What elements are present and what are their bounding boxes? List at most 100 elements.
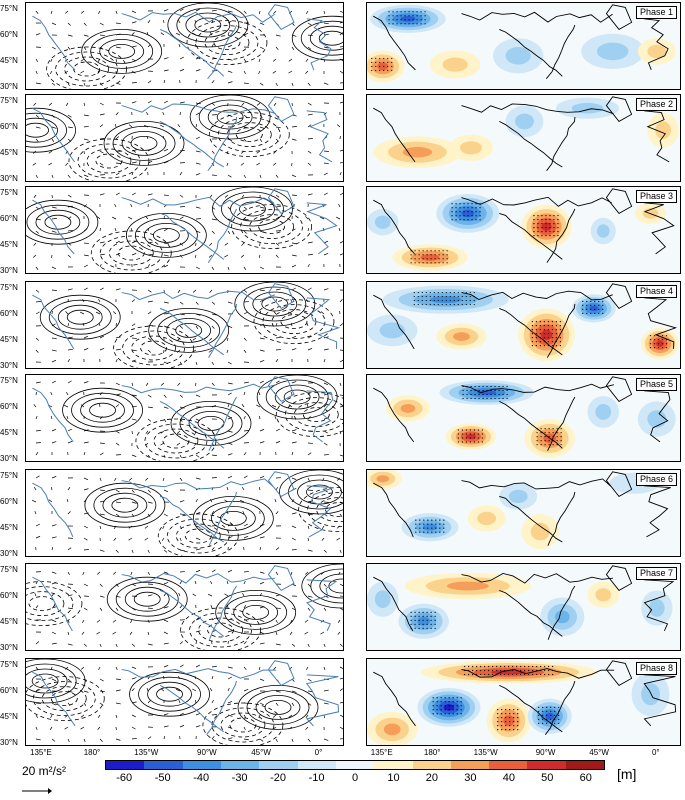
flux-vector <box>67 34 73 37</box>
flux-vector <box>259 524 265 527</box>
flux-vector <box>275 571 279 575</box>
flux-vector <box>51 476 57 479</box>
significance-dot <box>494 393 496 396</box>
flux-vector <box>99 500 105 503</box>
colorbar-segment <box>527 761 566 769</box>
significance-dot <box>548 669 550 672</box>
flux-vector <box>211 665 217 668</box>
anomaly-contour <box>554 610 570 624</box>
significance-dot <box>484 665 486 668</box>
flux-vector <box>195 512 201 515</box>
flux-vector <box>83 690 89 693</box>
significance-dot <box>400 15 402 17</box>
significance-dot <box>535 321 537 323</box>
flux-vector <box>67 607 73 610</box>
flux-vector <box>115 607 119 611</box>
flux-vector <box>323 689 329 692</box>
flux-vector <box>35 301 41 303</box>
flux-vector <box>291 525 297 529</box>
significance-dot <box>426 619 428 621</box>
significance-dot <box>549 215 551 217</box>
significance-dot <box>533 219 535 221</box>
significance-dot <box>442 262 444 264</box>
significance-dot <box>413 295 415 298</box>
flux-vector <box>99 137 105 140</box>
flux-vector <box>259 606 265 609</box>
contour-line <box>129 671 210 717</box>
significance-dot <box>552 444 554 446</box>
significance-dot <box>475 203 477 205</box>
contour-line <box>77 143 141 179</box>
significance-dot <box>426 623 428 625</box>
significance-dot <box>512 665 514 668</box>
flux-vector <box>195 548 201 551</box>
flux-vector <box>323 583 327 587</box>
flux-vector <box>67 336 73 339</box>
flux-vector <box>176 349 181 353</box>
contour-line <box>302 407 330 422</box>
colorbar-segment <box>489 761 528 769</box>
flux-vector <box>163 79 166 84</box>
latitude-label: 60°N <box>0 30 18 39</box>
flux-vector <box>131 10 137 14</box>
significance-dot <box>551 337 553 339</box>
flux-vector <box>160 430 165 434</box>
contour-line <box>115 581 179 617</box>
flux-vector <box>50 58 53 63</box>
significance-dot <box>473 437 475 439</box>
significance-dot <box>430 254 432 256</box>
significance-dot <box>558 714 560 716</box>
flux-vector <box>82 298 85 303</box>
flux-vector <box>243 475 248 479</box>
flux-vector <box>288 70 293 74</box>
significance-dot <box>505 729 507 731</box>
significance-dot <box>480 665 482 668</box>
significance-dot <box>539 333 541 335</box>
significance-dot <box>477 437 479 439</box>
flux-vector <box>339 162 343 164</box>
flux-vector <box>179 325 184 329</box>
flux-vector <box>259 593 263 597</box>
latitude-label: 45°N <box>0 56 18 65</box>
significance-dot <box>538 722 540 724</box>
flux-vector <box>175 688 181 692</box>
significance-dot <box>544 436 546 438</box>
flux-vector <box>35 230 39 234</box>
latitude-label: 30°N <box>0 643 18 652</box>
significance-dot <box>649 335 652 337</box>
flux-vector <box>243 114 248 118</box>
significance-dot <box>508 665 510 668</box>
flux-vector <box>80 714 85 718</box>
significance-dot <box>481 441 483 443</box>
flux-vector <box>147 300 153 303</box>
flux-vector <box>258 70 261 75</box>
flux-vector <box>243 738 249 741</box>
significance-dot <box>500 673 502 676</box>
significance-dot <box>387 69 389 72</box>
anomaly-contour <box>465 433 476 440</box>
significance-dot <box>427 531 429 533</box>
flux-vector <box>192 593 197 597</box>
flux-vector <box>291 607 296 611</box>
significance-dot <box>558 718 560 720</box>
flux-vector <box>275 428 280 432</box>
significance-dot <box>459 219 461 221</box>
flux-vector <box>163 454 166 459</box>
contour-line <box>231 204 313 249</box>
significance-dot <box>552 428 554 430</box>
flux-vector <box>291 537 296 541</box>
flux-vector <box>291 138 297 141</box>
flux-vector <box>50 666 53 671</box>
contour-line <box>213 35 241 50</box>
flux-vector <box>241 102 245 106</box>
flux-vector <box>307 452 312 456</box>
significance-dot <box>540 436 542 438</box>
flux-vector <box>147 100 152 104</box>
flux-vector <box>147 160 153 164</box>
flux-vector <box>131 405 137 408</box>
flux-vector <box>51 571 57 574</box>
significance-dot <box>444 701 446 703</box>
flux-vector <box>35 311 40 315</box>
flux-vector <box>131 337 137 339</box>
significance-dot <box>430 627 432 629</box>
